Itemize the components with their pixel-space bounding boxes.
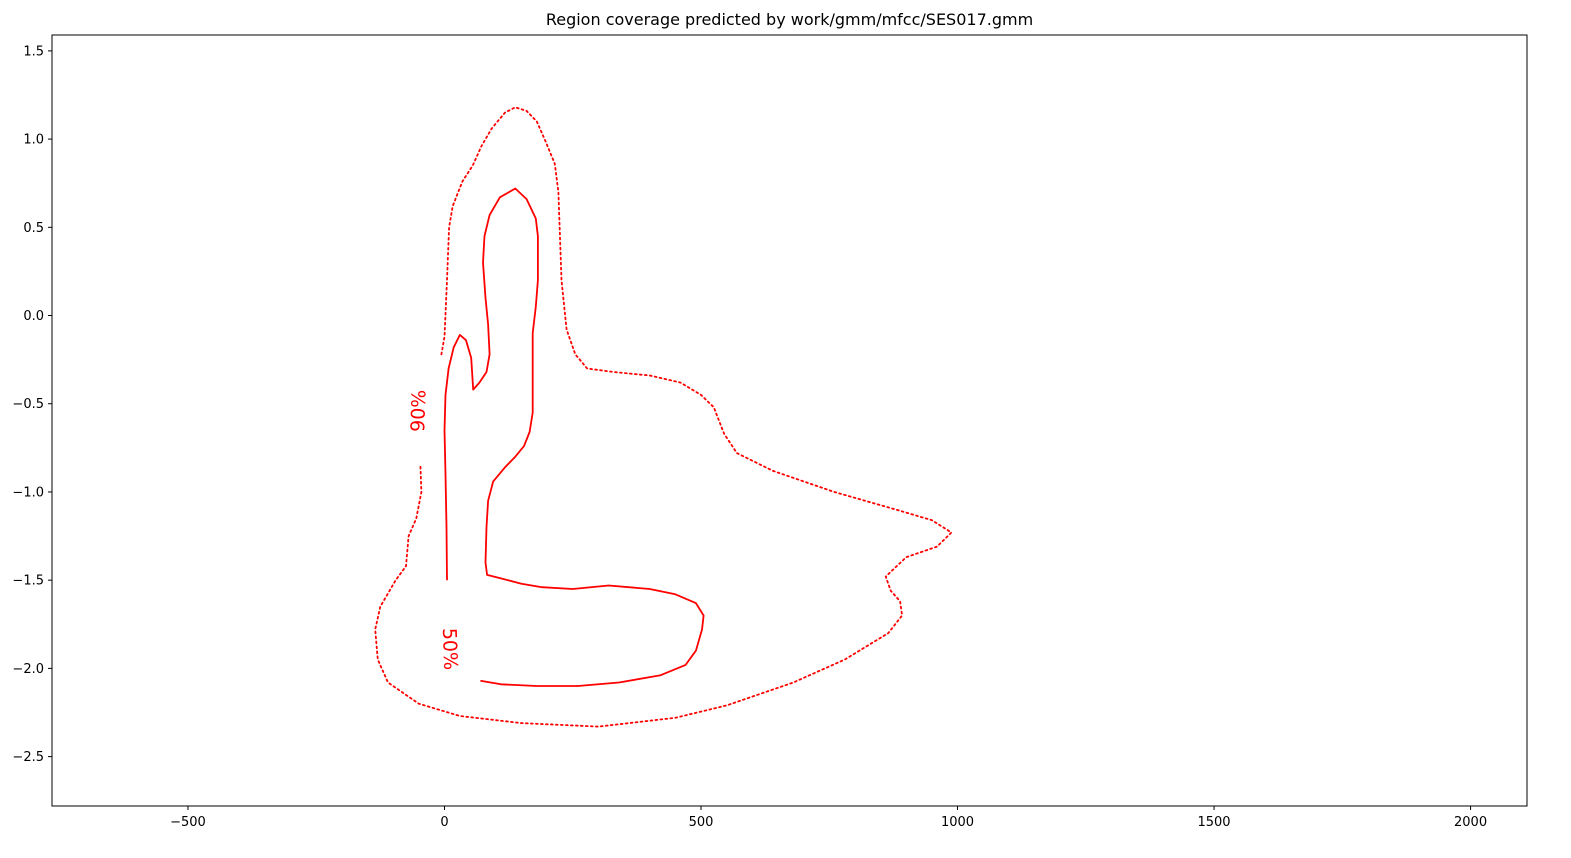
x-tick-label: 2000 xyxy=(1454,815,1487,830)
x-tick-label: 0 xyxy=(440,815,448,830)
y-tick-label: −2.5 xyxy=(12,750,44,765)
y-tick-label: 1.0 xyxy=(23,133,44,148)
y-tick-label: −1.5 xyxy=(12,574,44,589)
x-tick-label: 1000 xyxy=(941,815,974,830)
contour-label-90: 90% xyxy=(407,389,430,432)
chart-title: Region coverage predicted by work/gmm/mf… xyxy=(546,10,1033,29)
plot-area-frame xyxy=(51,34,1528,807)
contour-labels: 90% 50% xyxy=(407,389,461,670)
y-tick-label: −2.0 xyxy=(12,662,44,677)
x-tick-label: 500 xyxy=(689,815,714,830)
contour-lines xyxy=(374,106,953,728)
y-tick-label: 1.5 xyxy=(23,44,44,59)
y-tick-label: 0.5 xyxy=(23,221,44,236)
contour-50-line xyxy=(443,187,705,687)
y-tick-label: 0.0 xyxy=(23,309,44,324)
y-tick-label: −1.0 xyxy=(12,485,44,500)
x-tick-label: 1500 xyxy=(1197,815,1230,830)
contour-90-line xyxy=(374,106,953,728)
contour-label-50: 50% xyxy=(438,627,461,670)
x-tick-label: −500 xyxy=(170,815,206,830)
y-tick-label: −0.5 xyxy=(12,397,44,412)
axis-ticks: −500 0 500 1000 1500 2000 1.5 1.0 0.5 0.0 −0.5 −1.0… xyxy=(12,44,1487,830)
